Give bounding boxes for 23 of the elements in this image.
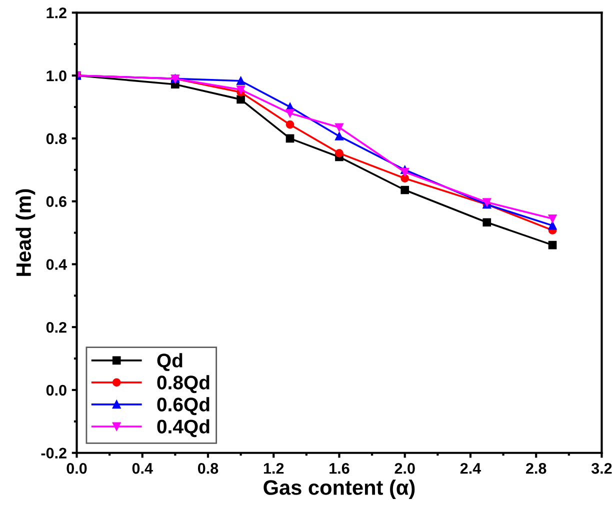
x-tick-label: 1.6 [330, 462, 350, 474]
x-tick-label: 2.4 [460, 462, 482, 474]
y-tick-label: -0.2 [41, 448, 66, 459]
y-axis-title: Head (m) [16, 189, 36, 276]
y-tick-label: 0.8 [46, 133, 67, 144]
x-tick-label: 3.2 [591, 462, 612, 474]
y-tick-label: 1.2 [46, 8, 66, 18]
x-axis-title: Gas content (α) [264, 480, 415, 500]
y-tick-label: 0.0 [46, 384, 66, 396]
y-tick-label: 0.2 [46, 322, 66, 333]
y-tick-label: 1.0 [46, 70, 66, 82]
legend-label: 0.6Qd [157, 397, 210, 416]
legend-label: 0.4Qd [157, 419, 210, 438]
x-tick-label: 2.0 [394, 462, 415, 474]
y-tick-label: 0.6 [46, 196, 66, 207]
legend-label: 0.8Qd [157, 375, 210, 394]
x-tick-label: 1.2 [264, 462, 284, 474]
x-tick-label: 0.0 [66, 462, 87, 474]
x-tick-label: 0.8 [198, 462, 218, 474]
x-tick-label: 0.4 [132, 462, 153, 474]
x-tick-label: 2.8 [526, 462, 546, 474]
legend-label: Qd [157, 353, 182, 372]
y-tick-label: 0.4 [46, 259, 67, 270]
